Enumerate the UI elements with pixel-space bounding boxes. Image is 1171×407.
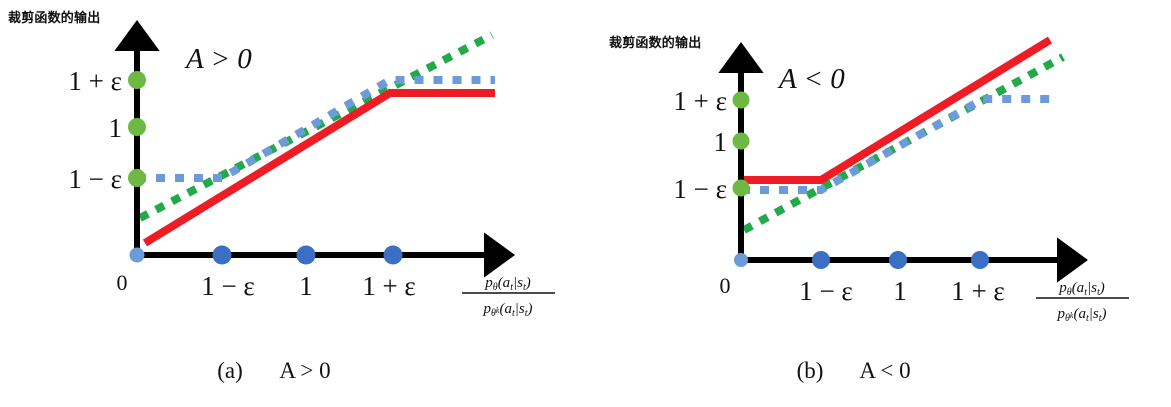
y-tick-marker-1-minus-eps bbox=[732, 179, 750, 197]
y-tick-marker-1 bbox=[732, 132, 750, 150]
x-tick-marker-1-minus-eps bbox=[212, 245, 232, 265]
svg-text:pθk(at|st): pθk(at|st) bbox=[482, 301, 532, 319]
caption-prefix: (a) bbox=[217, 358, 243, 383]
x-tick-marker-1 bbox=[296, 245, 316, 265]
x-axis-ratio-label: pθ(at|st) pθk(at|st) bbox=[462, 275, 555, 319]
y-axis-title: 裁剪函数的输出 bbox=[609, 35, 701, 51]
x-tick-label-1-plus-eps: 1 + ε bbox=[362, 271, 416, 301]
svg-text:pθ(at|st): pθ(at|st) bbox=[1058, 280, 1104, 298]
advantage-annotation: A > 0 bbox=[184, 43, 252, 75]
caption-expression: A < 0 bbox=[859, 358, 910, 383]
x-tick-marker-1-minus-eps bbox=[812, 251, 830, 269]
series-clip-reference bbox=[741, 95, 1058, 194]
y-tick-label-1-minus-eps: 1 − ε bbox=[68, 164, 122, 194]
origin-label: 0 bbox=[117, 270, 128, 295]
series-clipped-objective bbox=[739, 36, 1053, 184]
x-tick-label-1: 1 bbox=[299, 271, 313, 301]
y-tick-label-1-plus-eps: 1 + ε bbox=[673, 86, 727, 116]
y-tick-marker-1-plus-eps bbox=[128, 71, 146, 89]
panel-b: 裁剪函数的输出 A < 0 1 + ε 1 1 − ε bbox=[585, 0, 1170, 407]
panel-caption: (a) A > 0 bbox=[217, 358, 330, 383]
x-tick-label-1-minus-eps: 1 − ε bbox=[799, 276, 853, 306]
x-tick-marker-1-plus-eps bbox=[971, 251, 989, 269]
x-tick-marker-origin bbox=[129, 247, 145, 263]
caption-expression: A > 0 bbox=[279, 358, 330, 383]
x-tick-label-1: 1 bbox=[893, 276, 907, 306]
x-tick-marker-1-plus-eps bbox=[383, 245, 403, 265]
x-tick-marker-1 bbox=[889, 251, 907, 269]
y-tick-marker-1 bbox=[128, 118, 146, 136]
y-tick-label-1: 1 bbox=[109, 113, 123, 143]
series-clip-reference bbox=[137, 76, 495, 182]
x-tick-label-1-plus-eps: 1 + ε bbox=[951, 276, 1005, 306]
y-tick-label-1-minus-eps: 1 − ε bbox=[673, 174, 727, 204]
x-axis-ratio-label: pθ(at|st) pθk(at|st) bbox=[1036, 280, 1129, 324]
y-tick-marker-1-plus-eps bbox=[732, 91, 750, 109]
panel-a: 裁剪函数的输出 A > 0 1 + ε 1 1 − ε bbox=[0, 0, 585, 407]
y-tick-marker-1-minus-eps bbox=[128, 169, 146, 187]
caption-prefix: (b) bbox=[797, 358, 824, 383]
x-tick-marker-origin bbox=[734, 253, 748, 267]
series-clipped-objective bbox=[142, 89, 495, 247]
y-tick-label-1: 1 bbox=[714, 127, 728, 157]
svg-text:pθk(at|st): pθk(at|st) bbox=[1056, 306, 1106, 324]
svg-text:pθ(at|st): pθ(at|st) bbox=[484, 275, 530, 293]
x-tick-label-1-minus-eps: 1 − ε bbox=[201, 271, 255, 301]
y-tick-label-1-plus-eps: 1 + ε bbox=[68, 66, 122, 96]
panel-caption: (b) A < 0 bbox=[797, 358, 911, 383]
origin-label: 0 bbox=[720, 273, 731, 298]
y-axis-title: 裁剪函数的输出 bbox=[8, 10, 100, 26]
advantage-annotation: A < 0 bbox=[777, 63, 845, 95]
